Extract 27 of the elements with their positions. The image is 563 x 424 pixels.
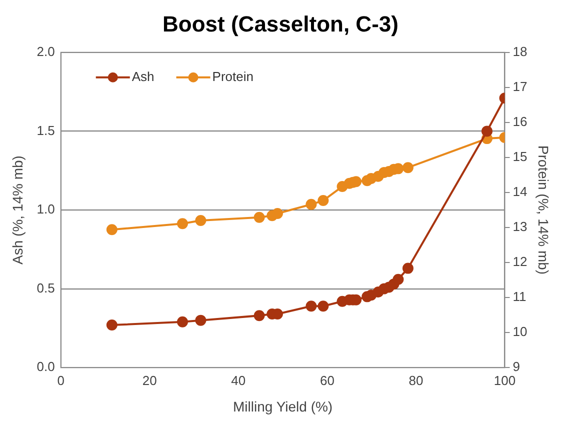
y2-tick-label: 9 xyxy=(512,359,520,374)
chart-title: Boost (Casselton, C-3) xyxy=(162,11,398,36)
legend-label: Ash xyxy=(132,68,154,84)
y2-tick-label: 18 xyxy=(512,44,528,59)
y-axis-title: Ash (%, 14% mb) xyxy=(9,156,26,264)
y2-axis-title: Protein (%, 14% mb) xyxy=(536,145,552,275)
y-tick-label: 0.0 xyxy=(36,359,55,374)
x-tick-label: 60 xyxy=(320,372,334,388)
y2-tick-label: 17 xyxy=(512,79,528,94)
y2-tick-label: 10 xyxy=(512,324,528,340)
y2-tick-label: 14 xyxy=(512,184,528,200)
y-tick-label: 0.5 xyxy=(36,280,55,296)
x-tick-label: 100 xyxy=(494,372,516,388)
x-tick-label: 80 xyxy=(408,372,424,388)
legend-label: Protein xyxy=(212,68,254,84)
x-tick-label: 20 xyxy=(142,372,157,388)
y-tick-label: 1.5 xyxy=(36,122,55,138)
y2-tick-label: 15 xyxy=(512,149,528,164)
x-tick-label: 0 xyxy=(57,372,64,388)
y2-tick-label: 13 xyxy=(512,219,528,234)
y2-tick-label: 16 xyxy=(512,114,528,130)
y-tick-label: 2.0 xyxy=(36,44,55,59)
y2-tick-label: 11 xyxy=(512,289,526,304)
x-axis-title: Milling Yield (%) xyxy=(233,398,333,414)
y-tick-label: 1.0 xyxy=(36,202,55,217)
x-tick-label: 40 xyxy=(231,372,246,388)
y2-tick-label: 12 xyxy=(512,254,528,270)
